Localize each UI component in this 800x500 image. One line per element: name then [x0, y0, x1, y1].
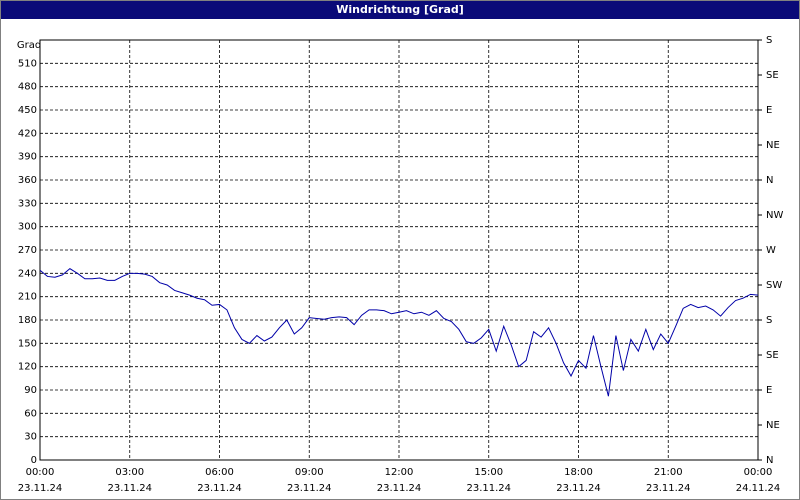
y2-tick-label: E — [766, 385, 772, 396]
y-tick-label: 240 — [18, 268, 37, 279]
y-tick-label: 90 — [24, 385, 37, 396]
y-tick-label: 30 — [24, 432, 37, 443]
x-tick-label: 12:00 — [385, 467, 414, 478]
y2-tick-label: N — [766, 175, 773, 186]
y-tick-label: 420 — [18, 128, 37, 139]
y-axis-label: Grad — [17, 40, 41, 51]
x-tick-date: 24.11.24 — [736, 483, 781, 494]
y2-tick-label: W — [766, 245, 776, 256]
y-tick-label: 60 — [24, 408, 37, 419]
x-tick-label: 18:00 — [564, 467, 593, 478]
y-tick-label: 450 — [18, 105, 37, 116]
y2-tick-label: S — [766, 35, 772, 46]
x-tick-label: 03:00 — [115, 467, 144, 478]
x-tick-label: 21:00 — [654, 467, 683, 478]
y2-tick-label: E — [766, 105, 772, 116]
y-tick-label: 480 — [18, 82, 37, 93]
y-tick-label: 150 — [18, 338, 37, 349]
y-tick-label: 510 — [18, 58, 37, 69]
y-tick-label: 120 — [18, 362, 37, 373]
x-tick-date: 23.11.24 — [377, 483, 422, 494]
x-tick-date: 23.11.24 — [107, 483, 152, 494]
y-tick-label: 210 — [18, 292, 37, 303]
x-tick-date: 23.11.24 — [197, 483, 242, 494]
x-tick-date: 23.11.24 — [646, 483, 691, 494]
y2-tick-label: SE — [766, 70, 779, 81]
y-tick-label: 360 — [18, 175, 37, 186]
x-tick-label: 00:00 — [26, 467, 55, 478]
x-tick-date: 23.11.24 — [466, 483, 511, 494]
y2-tick-label: SW — [766, 280, 782, 291]
y-tick-label: 0 — [31, 455, 37, 466]
y2-tick-label: SE — [766, 350, 779, 361]
x-tick-label: 15:00 — [474, 467, 503, 478]
y-tick-label: 390 — [18, 152, 37, 163]
x-tick-label: 06:00 — [205, 467, 234, 478]
y2-tick-label: S — [766, 315, 772, 326]
data-line — [39, 268, 759, 397]
title-bar: Windrichtung [Grad] — [1, 1, 799, 19]
y-tick-label: 300 — [18, 222, 37, 233]
y-tick-label: 180 — [18, 315, 37, 326]
y2-tick-label: NW — [766, 210, 783, 221]
x-tick-label: 09:00 — [295, 467, 324, 478]
y2-tick-label: NE — [766, 140, 780, 151]
y-tick-label: 270 — [18, 245, 37, 256]
y-tick-label: 330 — [18, 198, 37, 209]
y2-tick-label: N — [766, 455, 773, 466]
x-tick-date: 23.11.24 — [556, 483, 601, 494]
chart: Grad 0 30 60 90 120 150 180 210 240 270 300 330 360 3… — [17, 35, 784, 494]
y2-tick-label: NE — [766, 420, 780, 431]
x-tick-date: 23.11.24 — [18, 483, 63, 494]
x-tick-date: 23.11.24 — [287, 483, 332, 494]
x-tick-label: 00:00 — [744, 467, 773, 478]
